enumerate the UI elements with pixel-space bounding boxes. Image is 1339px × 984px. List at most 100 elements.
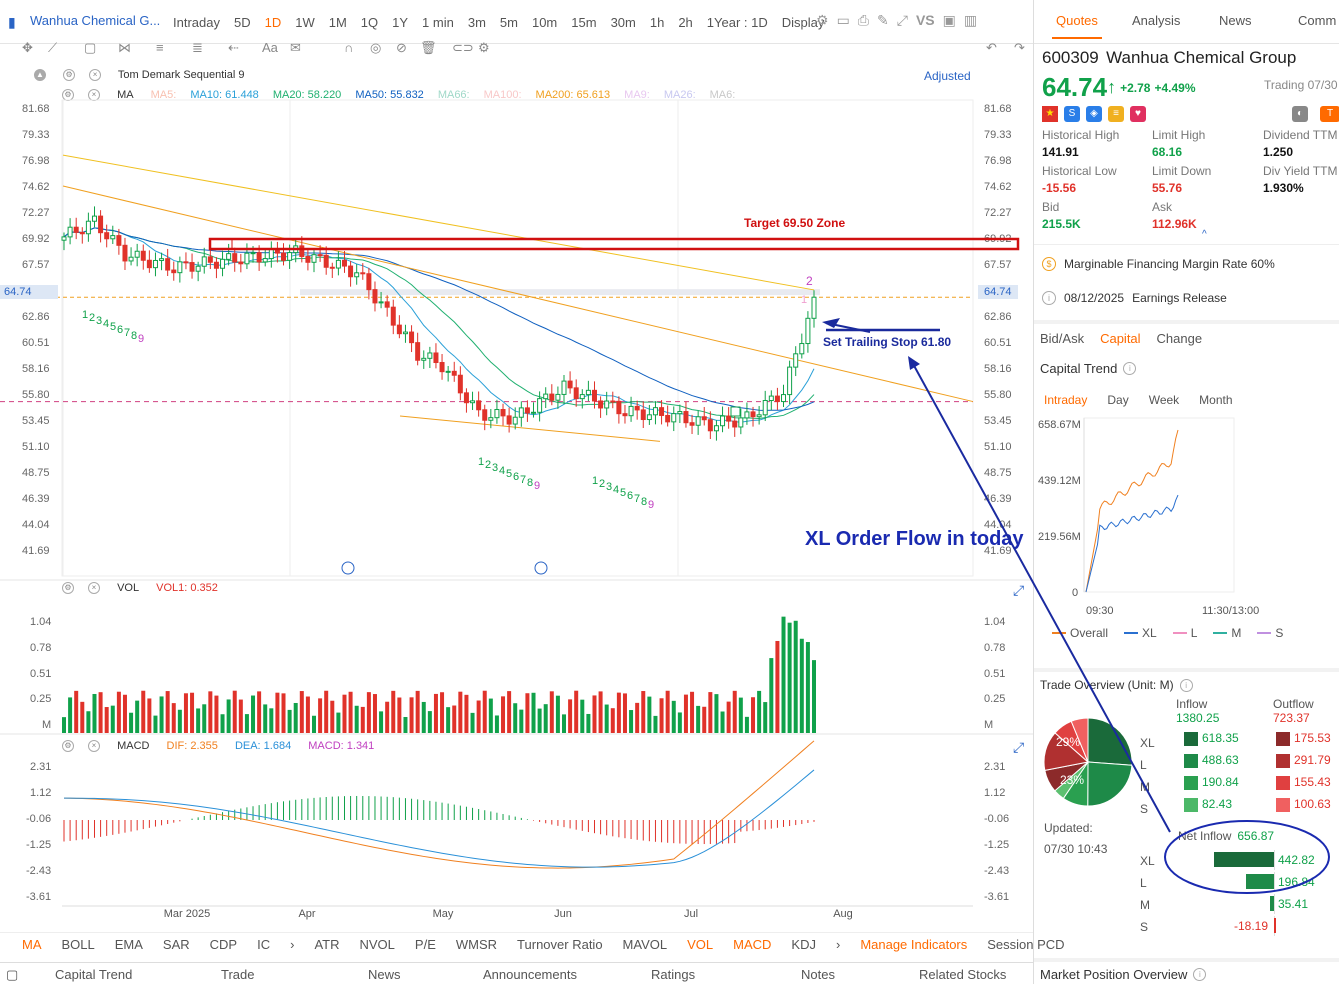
indicator-tab[interactable]: NVOL	[359, 937, 395, 952]
indicator-tab[interactable]: MACD	[733, 937, 772, 952]
redo-icon[interactable]: ↷	[1014, 40, 1025, 55]
indicator-tab[interactable]: P/E	[414, 937, 436, 952]
indicator-tab[interactable]: Manage Indicators	[860, 937, 968, 952]
chevron-right-icon[interactable]: ›	[290, 937, 295, 952]
channel-tool-icon[interactable]: ≡	[156, 40, 164, 55]
quote-tab[interactable]: Quotes	[1052, 13, 1102, 39]
panel-icon[interactable]: ▥	[963, 12, 978, 28]
timeframe-tab[interactable]: 1 min	[422, 14, 454, 30]
settings-icon[interactable]: ⚙	[62, 582, 74, 595]
heart-icon[interactable]: ♥	[1130, 106, 1146, 122]
period-tab[interactable]: Week	[1148, 393, 1180, 407]
footer-tab[interactable]: Related Stocks	[919, 967, 1007, 982]
quote-tab[interactable]: Analysis	[1132, 13, 1181, 28]
timeframe-tab[interactable]: 5m	[499, 14, 518, 30]
capital-tab[interactable]: Change	[1156, 331, 1203, 346]
book-icon[interactable]: ▣	[942, 12, 956, 28]
footer-tab[interactable]: Capital Trend	[55, 967, 133, 982]
crosshair-icon[interactable]: ✥	[22, 40, 33, 55]
close-icon[interactable]: ×	[88, 740, 100, 753]
indicator-tab[interactable]: KDJ	[791, 937, 816, 952]
capital-tab[interactable]: Capital	[1100, 331, 1141, 346]
quote-tab[interactable]: News	[1219, 13, 1252, 28]
close-icon[interactable]: ×	[88, 582, 100, 595]
indicator-tab[interactable]: MAVOL	[622, 937, 668, 952]
period-tab[interactable]: Day	[1107, 393, 1129, 407]
compare-watermark[interactable]: VS	[915, 12, 935, 28]
legend-item[interactable]: Overall	[1052, 626, 1108, 640]
footer-tab[interactable]: Ratings	[651, 967, 696, 982]
timeframe-tab[interactable]: 15m	[571, 14, 597, 30]
close-icon[interactable]: ×	[88, 89, 100, 102]
footer-tab[interactable]: News	[368, 967, 401, 982]
text-tool-icon[interactable]: Aa	[262, 40, 278, 55]
indicator-tab[interactable]: VOL	[687, 937, 714, 952]
arrow-tool-icon[interactable]: ⇠	[228, 40, 239, 55]
quote-tab[interactable]: Comm	[1298, 13, 1337, 28]
timeframe-tab[interactable]: 1Q	[360, 14, 379, 30]
price-chart[interactable]: 1 2 3 4 5 6 7 8 91 2 3 4 5 6 7 8 9 1 2 3 4 5 6 7 8 9	[0, 60, 1033, 930]
timeframe-tab[interactable]: 3m	[467, 14, 486, 30]
timeframe-tab[interactable]: Intraday	[173, 14, 220, 30]
draw-icon[interactable]: ✎	[877, 12, 889, 28]
period-tab[interactable]: Intraday	[1044, 393, 1088, 407]
indicator-tab[interactable]: SAR	[162, 937, 190, 952]
indicator-tab[interactable]: Session PCD	[987, 937, 1065, 952]
link-icon[interactable]: ⊂⊃	[452, 40, 474, 55]
note-badge-icon[interactable]: ≡	[1108, 106, 1124, 122]
expand-icon[interactable]: ^	[1202, 229, 1207, 240]
capital-trend-chart[interactable]: 658.67M 439.12M 219.56M 0 09:30 11:30/13:00	[1034, 414, 1339, 646]
indicator-tab[interactable]: Turnover Ratio	[517, 937, 603, 952]
footer-toggle-icon[interactable]: ▢	[6, 967, 19, 982]
timeframe-tab[interactable]: 2h	[678, 14, 693, 30]
trash-icon[interactable]: 🗑	[420, 40, 437, 55]
settings-icon[interactable]: ⚙	[63, 69, 76, 82]
event-e-icon[interactable]	[341, 561, 355, 575]
timeframe-tab[interactable]: 30m	[610, 14, 636, 30]
legend-item[interactable]: L	[1172, 626, 1197, 640]
info-icon[interactable]: i	[1193, 968, 1207, 981]
gear-small-icon[interactable]: ⚙	[478, 40, 490, 55]
line-tool-icon[interactable]: ⟋	[48, 40, 58, 55]
note-tool-icon[interactable]: ✉	[290, 40, 301, 55]
timeframe-tab[interactable]: 1M	[328, 14, 347, 30]
chart-menu-icon[interactable]: ▮	[8, 14, 16, 30]
legend-item[interactable]: S	[1257, 626, 1283, 640]
timeframe-tab[interactable]: Display	[781, 14, 825, 30]
settings-icon[interactable]: ⚙	[62, 740, 74, 753]
indicator-tab[interactable]: CDP	[209, 937, 238, 952]
indicator-tab[interactable]: MA	[22, 937, 42, 952]
info-icon[interactable]: i	[1123, 362, 1137, 375]
undo-icon[interactable]: ↶	[986, 40, 997, 55]
indicator-tab[interactable]: IC	[257, 937, 271, 952]
magnet-icon[interactable]: ∩	[344, 40, 354, 55]
adjusted-label[interactable]: Adjusted	[924, 69, 971, 83]
pattern-tool-icon[interactable]: ≣	[192, 40, 203, 55]
margin-info[interactable]: $ Marginable Financing Margin Rate 60%	[1042, 257, 1275, 271]
timeframe-tab[interactable]: 5D	[233, 14, 251, 30]
hide-icon[interactable]: ⊘	[396, 40, 407, 55]
event-o-icon[interactable]	[534, 561, 548, 575]
tag-icon[interactable]: ◈	[1086, 106, 1102, 122]
indicator-tab[interactable]: WMSR	[455, 937, 498, 952]
rect-tool-icon[interactable]: ▢	[84, 40, 97, 55]
legend-item[interactable]: M	[1213, 626, 1241, 640]
timeframe-tab[interactable]: 1Year : 1D	[706, 14, 768, 30]
bell-icon[interactable]: ◐	[1292, 106, 1308, 122]
indicator-tab[interactable]: BOLL	[61, 937, 95, 952]
close-icon[interactable]: ×	[89, 69, 102, 82]
timeframe-tab[interactable]: 10m	[531, 14, 558, 30]
trade-icon[interactable]: T	[1320, 106, 1339, 122]
earnings-info[interactable]: i 08/12/2025 Earnings Release	[1042, 291, 1227, 305]
s-badge-icon[interactable]: S	[1064, 106, 1080, 122]
fib-tool-icon[interactable]: ⋈	[118, 40, 131, 55]
layout-icon[interactable]: ▭	[836, 12, 850, 28]
camera-icon[interactable]: ⎙	[857, 12, 869, 28]
legend-item[interactable]: XL	[1124, 626, 1157, 640]
stock-title[interactable]: Wanhua Chemical G...	[30, 13, 161, 28]
timeframe-tab[interactable]: 1W	[295, 14, 315, 30]
settings-icon[interactable]: ⚙	[62, 89, 74, 102]
timeframe-tab[interactable]: 1D	[264, 14, 282, 30]
fullscreen-icon[interactable]: ⤢	[896, 12, 908, 28]
collapse-icon[interactable]: ▲	[34, 69, 46, 82]
